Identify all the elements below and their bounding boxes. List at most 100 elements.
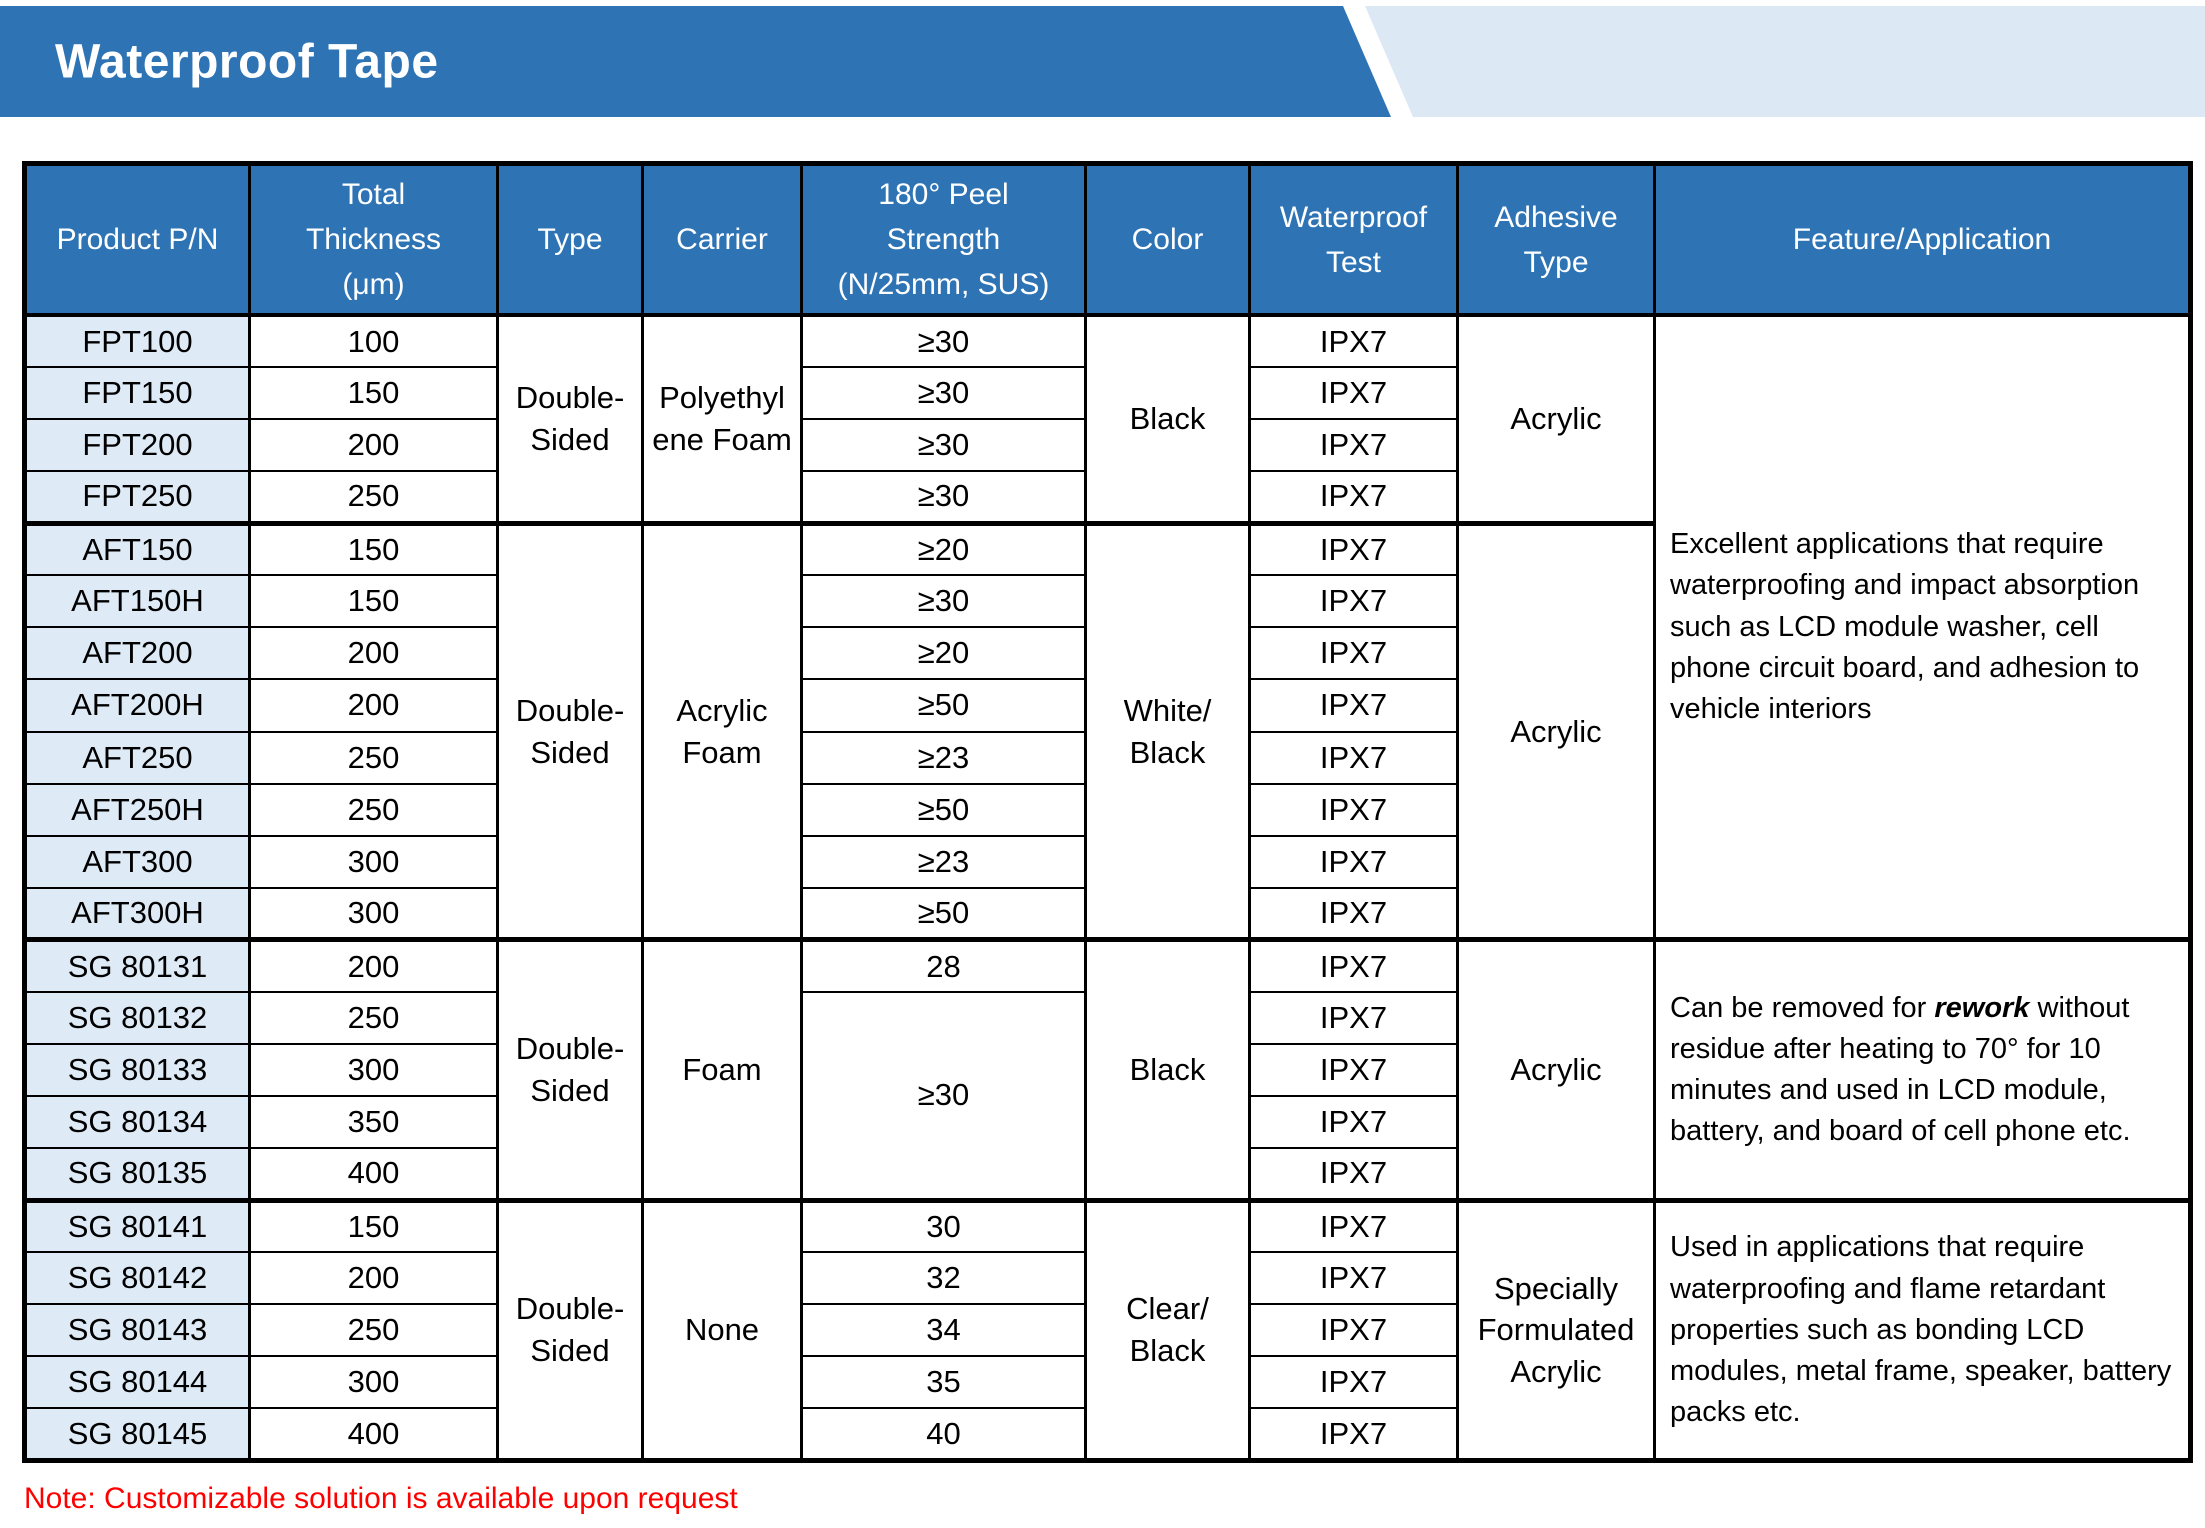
cell-thickness: 250 [248, 990, 499, 1045]
cell-test: IPX7 [1248, 886, 1459, 941]
table-row: AFT250 250 ≥23 IPX7 [23, 730, 2191, 785]
column-header-carrier: Carrier [641, 162, 803, 317]
table-row: AFT250H 250 ≥50 IPX7 [23, 782, 2191, 837]
header-row: Product P/N Total Thickness (μm) Type Ca… [23, 162, 2192, 317]
cell-type: Double- Sided [496, 1197, 644, 1462]
cell-peel: ≥30 [800, 313, 1087, 369]
cell-pn: SG 80131 [23, 937, 251, 993]
cell-thickness: 250 [248, 1303, 499, 1358]
cell-pn: SG 80134 [23, 1094, 251, 1150]
cell-type: Double- Sided [496, 520, 644, 941]
cell-color: Black [1084, 313, 1251, 525]
cell-pn: FPT200 [23, 418, 251, 473]
cell-pn: FPT250 [23, 470, 251, 525]
table-row: SG 80142 200 32 IPX7 [23, 1251, 2191, 1306]
cell-thickness: 150 [248, 520, 499, 577]
table-row: AFT300H 300 ≥50 IPX7 [23, 886, 2191, 941]
column-header-product-pn: Product P/N [23, 162, 251, 317]
cell-thickness: 200 [248, 626, 499, 681]
cell-test: IPX7 [1248, 520, 1459, 577]
banner-blue-shape [0, 6, 1391, 117]
cell-color: White/ Black [1084, 520, 1251, 941]
feature-text: Excellent applications that require wate… [1670, 528, 2140, 725]
cell-test: IPX7 [1248, 1355, 1459, 1410]
cell-test: IPX7 [1248, 678, 1459, 733]
table-row: SG 80134 350 IPX7 [23, 1094, 2191, 1150]
cell-peel: 32 [800, 1251, 1087, 1306]
cell-peel: ≥30 [800, 366, 1087, 421]
cell-thickness: 300 [248, 886, 499, 941]
cell-peel: 34 [800, 1303, 1087, 1358]
cell-peel: 28 [800, 937, 1087, 993]
table-row: SG 80135 400 IPX7 [23, 1146, 2191, 1202]
cell-test: IPX7 [1248, 366, 1459, 421]
cell-thickness: 100 [248, 313, 499, 369]
column-header-peel-strength: 180° Peel Strength (N/25mm, SUS) [800, 162, 1087, 317]
cell-pn: AFT200H [23, 678, 251, 733]
cell-peel: 30 [800, 1197, 1087, 1254]
column-header-feature-application: Feature/Application [1653, 162, 2192, 317]
cell-thickness: 150 [248, 1197, 499, 1254]
cell-pn: SG 80133 [23, 1042, 251, 1097]
cell-pn: SG 80132 [23, 990, 251, 1045]
cell-test: IPX7 [1248, 1251, 1459, 1306]
column-header-color: Color [1084, 162, 1251, 317]
table-row: AFT150 150 Double- Sided Acrylic Foam ≥2… [23, 520, 2191, 941]
table-row: SG 80141 150 Double- Sided None 30 Clear… [23, 1197, 2192, 1462]
cell-test: IPX7 [1248, 782, 1459, 837]
cell-type: Double- Sided [496, 313, 644, 525]
cell-test: IPX7 [1248, 1042, 1459, 1097]
cell-type: Double- Sided [496, 937, 644, 1202]
cell-pn: AFT200 [23, 626, 251, 681]
table-row: FPT150 150 ≥30 IPX7 [23, 366, 2191, 421]
cell-pn: SG 80145 [23, 1407, 251, 1462]
cell-adhesive: Specially Formulated Acrylic [1456, 1197, 1656, 1462]
cell-test: IPX7 [1248, 470, 1459, 525]
cell-thickness: 300 [248, 1355, 499, 1410]
cell-test: IPX7 [1248, 626, 1459, 681]
cell-thickness: 200 [248, 418, 499, 473]
cell-pn: AFT150 [23, 520, 251, 577]
cell-peel: ≥23 [800, 730, 1087, 785]
cell-pn: SG 80141 [23, 1197, 251, 1254]
cell-peel: ≥20 [800, 520, 1087, 577]
cell-peel: 35 [800, 1355, 1087, 1410]
cell-test: IPX7 [1248, 834, 1459, 889]
cell-thickness: 200 [248, 678, 499, 733]
cell-peel: ≥30 [800, 990, 1087, 1202]
table-row: SG 80145 400 40 IPX7 [23, 1407, 2191, 1462]
table-row: FPT200 200 ≥30 IPX7 [23, 418, 2191, 473]
cell-carrier: Acrylic Foam [641, 520, 803, 941]
cell-adhesive: Acrylic [1456, 313, 1656, 525]
cell-feature: Can be removed for rework without residu… [1653, 937, 2192, 1202]
cell-carrier: Polyethyl ene Foam [641, 313, 803, 525]
cell-pn: AFT300 [23, 834, 251, 889]
cell-test: IPX7 [1248, 1303, 1459, 1358]
product-table: Product P/N Total Thickness (μm) Type Ca… [22, 161, 2193, 1463]
feature-text-emphasis: rework [1934, 991, 2030, 1024]
cell-peel: ≥30 [800, 418, 1087, 473]
cell-thickness: 300 [248, 1042, 499, 1097]
cell-pn: SG 80142 [23, 1251, 251, 1306]
cell-thickness: 250 [248, 470, 499, 525]
cell-peel: ≥50 [800, 782, 1087, 837]
table-row: AFT200 200 ≥20 IPX7 [23, 626, 2191, 681]
cell-thickness: 150 [248, 366, 499, 421]
cell-thickness: 400 [248, 1407, 499, 1462]
cell-peel: ≥30 [800, 574, 1087, 629]
table-row: AFT200H 200 ≥50 IPX7 [23, 678, 2191, 733]
cell-thickness: 400 [248, 1146, 499, 1202]
cell-thickness: 200 [248, 937, 499, 993]
cell-pn: SG 80144 [23, 1355, 251, 1410]
cell-test: IPX7 [1248, 1094, 1459, 1150]
table-row: FPT250 250 ≥30 IPX7 [23, 470, 2191, 525]
cell-feature: Excellent applications that require wate… [1653, 314, 2192, 941]
feature-text: without residue after heating to 70° for… [1670, 991, 2131, 1148]
cell-pn: AFT150H [23, 574, 251, 629]
cell-thickness: 150 [248, 574, 499, 629]
table-row: SG 80131 200 Double- Sided Foam 28 Black… [23, 937, 2192, 1202]
feature-text: Used in applications that require waterp… [1670, 1231, 2172, 1429]
cell-test: IPX7 [1248, 1407, 1459, 1462]
cell-test: IPX7 [1248, 1146, 1459, 1202]
footnote: Note: Customizable solution is available… [24, 1482, 738, 1515]
